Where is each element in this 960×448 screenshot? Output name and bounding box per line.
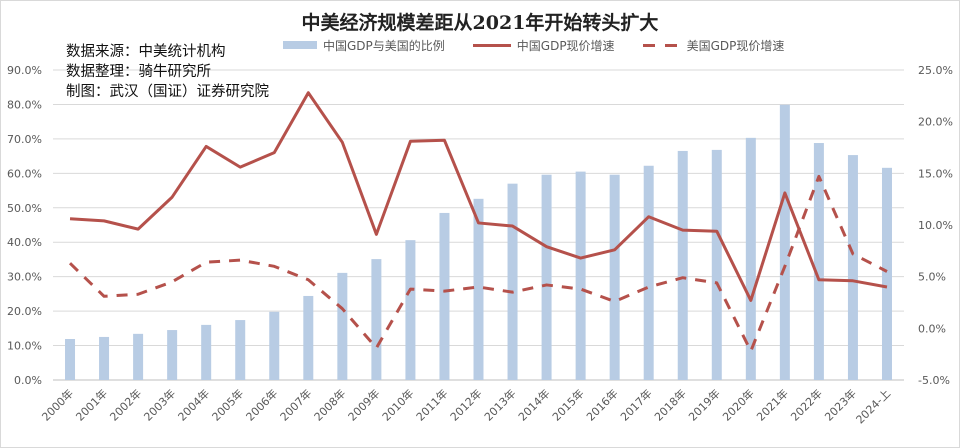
bar-ratio — [99, 336, 110, 380]
x-axis-tick: 2020年 — [719, 386, 756, 423]
bar-ratio — [541, 174, 552, 380]
left-axis-tick: 20.0% — [7, 305, 42, 318]
x-axis-tick: 2008年 — [311, 386, 348, 423]
left-axis-tick: 40.0% — [7, 236, 42, 249]
left-axis-tick: 0.0% — [14, 374, 42, 387]
right-axis-tick: 20.0% — [918, 116, 953, 129]
right-axis-tick: 10.0% — [918, 219, 953, 232]
source-notes: 数据来源：中美统计机构 数据整理：骑牛研究所 制图：武汉（国证）证券研究院 — [66, 42, 269, 102]
legend-solid-line-swatch — [472, 43, 511, 47]
right-axis-tick: 0.0% — [918, 322, 946, 335]
legend-item-ratio[interactable]: 中国GDP与美国的比例 — [283, 37, 445, 54]
legend-label: 中国GDP与美国的比例 — [323, 38, 445, 53]
legend-bar-swatch — [283, 41, 317, 49]
bar-ratio — [609, 174, 620, 380]
legend-dashed-line-swatch — [642, 43, 681, 47]
left-axis-tick: 50.0% — [7, 202, 42, 215]
bar-ratio — [711, 149, 722, 380]
x-axis-tick: 2024-上 — [854, 387, 894, 427]
bar-ratio — [65, 339, 76, 380]
right-axis-tick: 5.0% — [918, 271, 946, 284]
x-axis-tick: 2014年 — [515, 386, 552, 423]
x-axis-tick: 2003年 — [141, 386, 178, 423]
bar-ratio — [235, 320, 246, 380]
x-axis-tick: 2015年 — [549, 386, 586, 423]
left-axis-tick: 30.0% — [7, 271, 42, 284]
x-axis-tick: 2016年 — [583, 386, 620, 423]
right-axis-tick: 25.0% — [918, 64, 953, 77]
left-axis-tick: 60.0% — [7, 167, 42, 180]
x-axis-tick: 2010年 — [379, 386, 416, 423]
x-axis-tick: 2011年 — [413, 386, 450, 423]
bar-ratio — [745, 137, 756, 380]
x-axis-tick: 2006年 — [243, 386, 280, 423]
x-axis-tick: 2009年 — [345, 386, 382, 423]
bar-ratio — [269, 311, 280, 380]
x-axis-tick: 2001年 — [73, 386, 110, 423]
legend-label: 中国GDP现价增速 — [516, 38, 615, 53]
x-axis-tick: 2004年 — [175, 386, 212, 423]
chart-title: 中美经济规模差距从2021年开始转头扩大 — [301, 12, 659, 34]
bar-ratio — [133, 333, 144, 380]
bar-ratio — [337, 272, 348, 380]
legend-item-us-growth[interactable]: 美国GDP现价增速 — [642, 37, 785, 54]
bar-ratio — [371, 259, 382, 380]
left-axis-tick: 70.0% — [7, 133, 42, 146]
bar-ratio — [201, 324, 212, 380]
bar-ratio — [303, 295, 314, 380]
right-axis-tick: -5.0% — [918, 374, 950, 387]
bar-ratio — [575, 171, 586, 380]
left-axis-tick: 10.0% — [7, 340, 42, 353]
x-axis-tick: 2017年 — [617, 386, 654, 423]
x-axis-tick: 2007年 — [277, 386, 314, 423]
source-note: 制图：武汉（国证）证券研究院 — [66, 84, 269, 100]
bar-ratio — [643, 165, 654, 380]
x-axis-tick: 2012年 — [447, 386, 484, 423]
source-note: 数据整理：骑牛研究所 — [66, 64, 211, 80]
x-axis-tick: 2005年 — [209, 386, 246, 423]
chart-legend: 中国GDP与美国的比例 中国GDP现价增速 美国GDP现价增速 — [283, 36, 812, 54]
left-axis-tick: 90.0% — [7, 64, 42, 77]
line-china-growth — [69, 91, 888, 302]
source-note: 数据来源：中美统计机构 — [66, 44, 226, 60]
bar-ratio — [847, 155, 858, 380]
left-axis-tick: 80.0% — [7, 98, 42, 111]
bar-ratio — [779, 104, 790, 381]
legend-label: 美国GDP现价增速 — [686, 38, 785, 53]
x-axis-tick: 2021年 — [754, 386, 791, 423]
bar-ratio — [439, 212, 450, 380]
x-axis-tick: 2018年 — [651, 386, 688, 423]
bar-ratio — [507, 183, 518, 380]
x-axis-tick: 2022年 — [788, 386, 825, 423]
bar-ratio — [167, 330, 178, 380]
right-axis-tick: 15.0% — [918, 167, 953, 180]
x-axis-tick: 2002年 — [107, 386, 144, 423]
bar-ratio — [813, 143, 824, 380]
bar-ratio — [881, 167, 892, 380]
legend-item-china-growth[interactable]: 中国GDP现价增速 — [472, 37, 615, 54]
bar-ratio — [473, 198, 484, 380]
x-axis-tick: 2000年 — [39, 386, 76, 423]
bar-ratio — [677, 150, 688, 380]
x-axis-tick: 2013年 — [481, 386, 518, 423]
x-axis-tick: 2019年 — [685, 386, 722, 423]
bar-ratio — [405, 240, 416, 380]
